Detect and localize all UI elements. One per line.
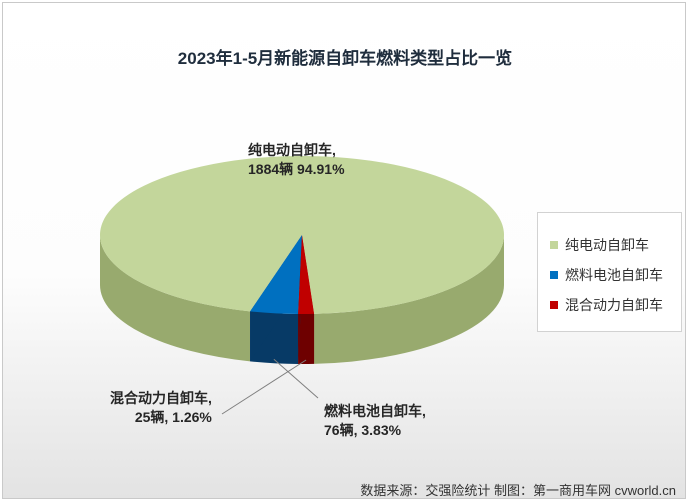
legend-swatch [550,301,558,309]
data-label-value: 1884辆 94.91% [248,161,345,177]
data-label-pure-electric: 纯电动自卸车, 1884辆 94.91% [248,141,345,179]
pie-leaders [221,358,319,415]
legend-label: 混合动力自卸车 [565,297,663,313]
pie-side-pure-electric [100,235,504,364]
chart-legend: 纯电动自卸车 燃料电池自卸车 混合动力自卸车 [537,212,682,332]
pie-slice-pure-electric [99,156,504,314]
pie-slice-hybrid [298,235,315,314]
data-label-fuel-cell: 燃料电池自卸车, 76辆, 3.83% [324,402,426,440]
data-label-hybrid: 混合动力自卸车, 25辆, 1.26% [110,389,212,427]
legend-swatch [550,271,558,279]
data-label-name: 混合动力自卸车, [110,390,212,406]
data-label-value: 76辆, 3.83% [324,422,402,438]
legend-item-fuel-cell: 燃料电池自卸车 [550,265,663,285]
legend-item-hybrid: 混合动力自卸车 [550,295,663,315]
pie-tops [99,156,504,314]
source-note: 数据来源：交强险统计 制图：第一商用车网 cvworld.cn [360,483,676,498]
chart-title: 2023年1-5月新能源自卸车燃料类型占比一览 [177,49,513,68]
leader-line-fuel-cell [273,358,319,399]
pie-slice-fuel-cell [250,235,302,314]
data-label-value: 25辆, 1.26% [134,409,212,425]
legend-label: 纯电动自卸车 [565,237,649,253]
legend-swatch [550,241,558,249]
data-label-name: 燃料电池自卸车, [324,403,426,419]
leader-line-hybrid [221,359,307,415]
legend-item-pure-electric: 纯电动自卸车 [550,235,649,255]
data-label-name: 纯电动自卸车, [248,142,336,158]
legend-label: 燃料电池自卸车 [565,267,663,283]
